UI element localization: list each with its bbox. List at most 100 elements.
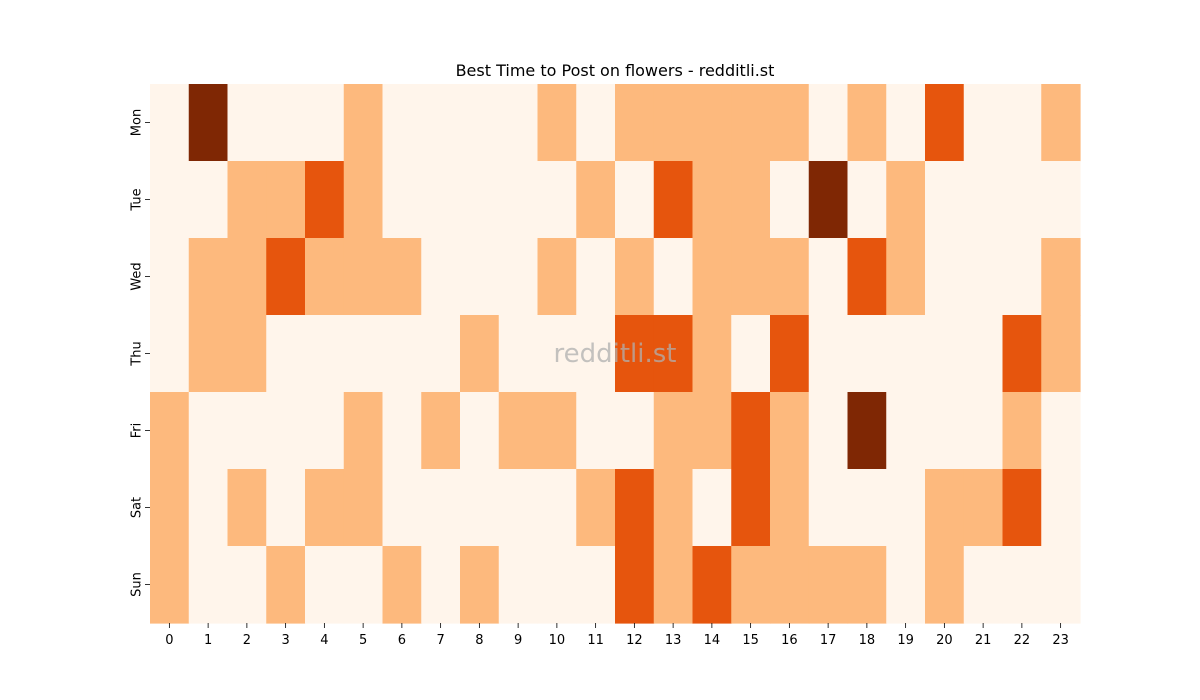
heatmap-cell: [188, 238, 229, 316]
heatmap-cell: [731, 546, 771, 624]
y-tick-label: Thu: [130, 341, 145, 366]
heatmap-cell: [1002, 238, 1042, 316]
heatmap-cell: [731, 392, 771, 470]
heatmap-cell: [886, 315, 926, 393]
heatmap-cell: [343, 315, 384, 393]
heatmap-cell: [653, 469, 694, 547]
heatmap-cell: [343, 392, 384, 470]
x-tick-label: 17: [820, 633, 837, 648]
heatmap-cell: [653, 392, 694, 470]
heatmap-cell: [343, 546, 384, 624]
heatmap-cell: [1041, 469, 1081, 547]
heatmap-cell: [847, 315, 887, 393]
heatmap-cell: [925, 392, 965, 470]
heatmap-cell: [731, 238, 771, 316]
x-tick-label: 22: [1014, 633, 1031, 648]
heatmap-cell: [498, 546, 539, 624]
heatmap-cell: [808, 392, 849, 470]
x-tick-label: 18: [859, 633, 876, 648]
heatmap-cell: [305, 238, 345, 316]
x-axis: 0 1 2 3 4 5 6 7 8 9 10 11 12 13 14 15 16 17 18 19 20 21 22 23: [165, 623, 1069, 648]
x-tick-label: 0: [165, 633, 173, 648]
heatmap-cell: [537, 315, 577, 393]
heatmap-cell: [421, 546, 461, 624]
heatmap-cell: [770, 161, 810, 239]
y-tick-label: Wed: [130, 262, 145, 290]
heatmap-cell: [1002, 315, 1042, 393]
heatmap-cell: [576, 161, 616, 239]
heatmap-cell: [963, 546, 1004, 624]
heatmap-cell: [266, 315, 306, 393]
heatmap-cell: [886, 392, 926, 470]
y-tick-label: Sat: [130, 497, 145, 518]
heatmap-cell: [692, 469, 732, 547]
x-tick-label: 3: [281, 633, 289, 648]
heatmap-cell: [886, 238, 926, 316]
heatmap-cell: [305, 546, 345, 624]
heatmap-cell: [227, 546, 267, 624]
x-tick-label: 5: [359, 633, 367, 648]
heatmap-cell: [343, 238, 384, 316]
heatmap-cell: [692, 161, 732, 239]
heatmap-cell: [266, 238, 306, 316]
heatmap-cell: [615, 546, 655, 624]
heatmap-cell: [653, 546, 694, 624]
heatmap-cell: [925, 546, 965, 624]
heatmap-cell: [266, 469, 306, 547]
x-tick-label: 8: [475, 633, 483, 648]
chart-title: Best Time to Post on flowers - redditli.…: [456, 61, 775, 80]
heatmap-cell: [498, 315, 539, 393]
heatmap-cell: [421, 161, 461, 239]
heatmap-cell: [537, 84, 577, 162]
heatmap-cell: [498, 469, 539, 547]
heatmap-cell: [963, 238, 1004, 316]
heatmap-cell: [421, 392, 461, 470]
y-tick-label: Mon: [130, 109, 145, 136]
heatmap-cell: [886, 84, 926, 162]
heatmap-cell: [188, 84, 229, 162]
heatmap-cell: [847, 84, 887, 162]
heatmap-cell: [886, 161, 926, 239]
heatmap-cell: [925, 315, 965, 393]
heatmap-cell: [731, 161, 771, 239]
heatmap-cell: [498, 392, 539, 470]
heatmap-cell: [808, 469, 849, 547]
heatmap-cell: [305, 469, 345, 547]
heatmap-cell: [266, 161, 306, 239]
y-tick-label: Sun: [130, 572, 145, 597]
heatmap-cell: [343, 84, 384, 162]
heatmap-cell: [925, 161, 965, 239]
heatmap-cell: [227, 469, 267, 547]
heatmap-cell: [1041, 315, 1081, 393]
x-tick-label: 6: [398, 633, 406, 648]
heatmap-cell: [925, 238, 965, 316]
heatmap-cell: [150, 469, 190, 547]
heatmap-cell: [227, 392, 267, 470]
x-tick-label: 4: [320, 633, 328, 648]
y-tick-label: Tue: [130, 188, 145, 211]
heatmap-cell: [808, 84, 849, 162]
heatmap-cell: [188, 469, 229, 547]
heatmap-cell: [925, 469, 965, 547]
heatmap-cell: [460, 238, 500, 316]
heatmap-cell: [576, 315, 616, 393]
heatmap-cell: [576, 546, 616, 624]
heatmap-cell: [963, 84, 1004, 162]
heatmap-cell: [537, 161, 577, 239]
x-tick-label: 15: [742, 633, 759, 648]
heatmap-cell: [227, 161, 267, 239]
heatmap-cell: [692, 392, 732, 470]
heatmap-cell: [460, 546, 500, 624]
heatmap-cell: [847, 392, 887, 470]
x-tick-label: 11: [587, 633, 604, 648]
heatmap-cell: [498, 161, 539, 239]
x-tick-label: 21: [975, 633, 992, 648]
heatmap-cell: [188, 546, 229, 624]
heatmap-cell: [808, 238, 849, 316]
heatmap-cell: [576, 84, 616, 162]
heatmap-cell: [537, 392, 577, 470]
heatmap-cell: [150, 238, 190, 316]
heatmap-cell: [150, 84, 190, 162]
heatmap-cell: [382, 546, 422, 624]
